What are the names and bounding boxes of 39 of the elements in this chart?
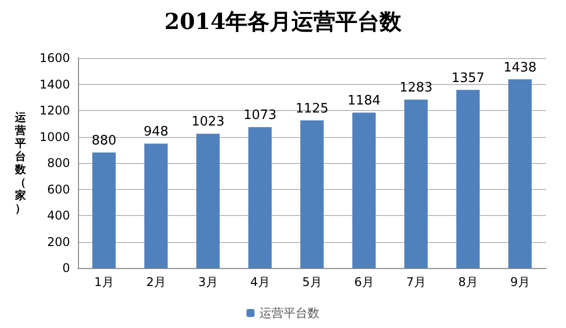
- bar: [352, 112, 376, 268]
- y-tick-label: 200: [47, 234, 70, 249]
- y-tick-label: 400: [47, 208, 70, 222]
- y-tick-label: 0: [62, 261, 70, 275]
- x-tick-label: 2月: [146, 275, 166, 289]
- y-tick-label: 1200: [39, 104, 70, 118]
- bar: [248, 127, 272, 268]
- bar: [92, 152, 116, 268]
- data-label: 1073: [243, 108, 277, 124]
- x-tick-label: 9月: [510, 275, 530, 289]
- bar: [456, 90, 480, 268]
- bar: [508, 79, 532, 268]
- bar: [404, 100, 428, 268]
- x-tick-label: 3月: [198, 275, 218, 289]
- y-axis-title: 运营平台数（家）: [14, 111, 27, 215]
- x-tick-label: 1月: [94, 275, 114, 289]
- data-label: 1357: [451, 70, 485, 86]
- x-tick-label: 7月: [406, 275, 426, 289]
- data-label: 1283: [399, 80, 433, 96]
- data-label: 1023: [191, 114, 225, 130]
- data-label: 1125: [295, 101, 329, 116]
- y-tick-label: 1600: [39, 51, 70, 65]
- legend-label: 运营平台数: [260, 306, 320, 320]
- data-label: 880: [92, 134, 116, 148]
- data-label: 1438: [503, 60, 537, 76]
- bar: [300, 120, 324, 268]
- y-tick-label: 1000: [39, 130, 70, 144]
- y-tick-label: 600: [47, 182, 70, 196]
- y-tick-label: 1400: [39, 77, 70, 92]
- x-tick-label: 6月: [354, 275, 374, 289]
- x-tick-label: 4月: [250, 275, 270, 289]
- x-tick-label: 8月: [458, 275, 478, 289]
- x-tick-label: 5月: [302, 275, 322, 289]
- y-tick-label: 800: [47, 156, 70, 170]
- chart-title: 2014年各月运营平台数: [164, 9, 403, 35]
- bar: [144, 144, 168, 268]
- bar: [196, 134, 220, 268]
- data-label: 1184: [347, 94, 381, 109]
- data-label: 948: [144, 124, 168, 140]
